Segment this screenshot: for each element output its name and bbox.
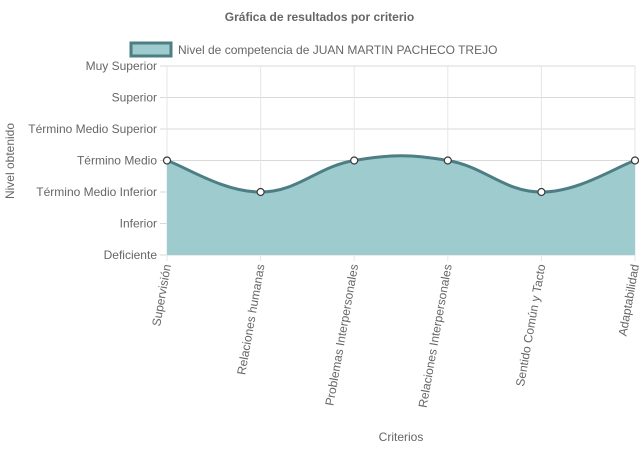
data-point[interactable] — [162, 156, 172, 165]
y-tick-label: Muy Superior — [86, 59, 157, 73]
series-line — [166, 154, 636, 194]
legend-label: Nivel de competencia de JUAN MARTIN PACH… — [178, 43, 497, 57]
data-point[interactable] — [537, 187, 546, 197]
legend[interactable]: Nivel de competencia de JUAN MARTIN PACH… — [129, 41, 497, 58]
x-tick-label: Problemas Interpersonales — [322, 263, 361, 407]
chart-title: Gráfica de resultados por criterio — [225, 10, 414, 24]
y-axis-label: Nivel obtenido — [3, 123, 17, 199]
x-tick-label: Relaciones Interpersonales — [416, 263, 455, 409]
series-area — [166, 154, 636, 255]
x-axis-ticks: Supervisión Relaciones humanas Problemas I… — [149, 263, 639, 409]
x-tick-label: Supervisión — [149, 263, 174, 327]
data-point[interactable] — [630, 156, 639, 165]
data-point[interactable] — [256, 187, 265, 197]
x-tick-label: Sentido Común y Tacto — [513, 263, 548, 388]
series-area-fill — [167, 155, 635, 255]
y-tick-label: Término Medio Superior — [28, 122, 157, 136]
y-tick-label: Inferior — [120, 217, 157, 231]
x-tick-label: Adaptabilidad — [616, 263, 639, 337]
data-points — [162, 156, 639, 197]
y-axis-ticks: Deficiente Inferior Término Medio Inferior… — [28, 59, 157, 262]
legend-swatch — [129, 41, 173, 58]
y-tick-label: Superior — [112, 91, 157, 105]
x-tick-label: Relaciones humanas — [234, 263, 267, 376]
y-tick-label: Término Medio Inferior — [36, 185, 157, 199]
y-tick-label: Término Medio — [77, 154, 157, 168]
y-tick-label: Deficiente — [104, 248, 158, 262]
x-axis-label: Criterios — [379, 430, 424, 444]
data-point[interactable] — [350, 156, 359, 165]
data-point[interactable] — [443, 156, 452, 165]
